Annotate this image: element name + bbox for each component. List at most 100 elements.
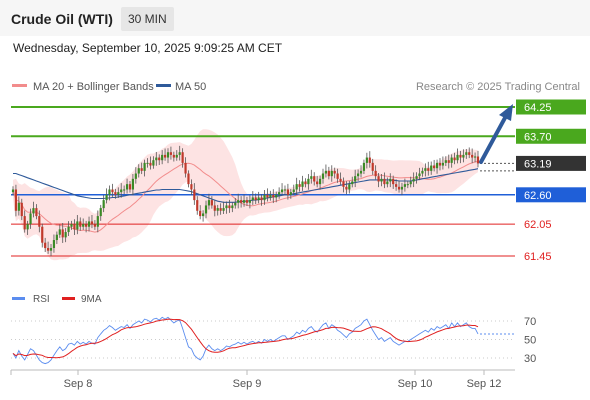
candle bbox=[166, 148, 170, 164]
candle-body bbox=[368, 157, 371, 163]
candle-body bbox=[412, 178, 415, 182]
candle-body bbox=[336, 173, 339, 179]
candle bbox=[146, 158, 149, 168]
candle bbox=[193, 183, 196, 205]
x-axis-labels: Sep 8 Sep 9 Sep 10 Sep 12 bbox=[10, 370, 502, 390]
candle-body bbox=[462, 154, 465, 158]
candle bbox=[310, 169, 313, 184]
candle-body bbox=[125, 184, 129, 190]
timeframe-button[interactable]: 30 MIN bbox=[121, 7, 174, 31]
candle-body bbox=[453, 157, 456, 161]
candle-body bbox=[427, 168, 430, 171]
candle-body bbox=[254, 197, 257, 201]
candle bbox=[313, 172, 316, 186]
candle bbox=[32, 201, 35, 218]
candle-body bbox=[32, 208, 35, 214]
candle-body bbox=[20, 202, 23, 217]
candle bbox=[111, 183, 114, 197]
ma50-line bbox=[13, 168, 479, 203]
candle-body bbox=[82, 224, 85, 227]
candle-body bbox=[29, 213, 32, 225]
candle bbox=[295, 177, 298, 196]
candle-body bbox=[260, 197, 263, 201]
candle bbox=[96, 210, 99, 233]
candle bbox=[155, 151, 158, 166]
candle-body bbox=[23, 216, 26, 230]
rsi-ma9-line bbox=[12, 318, 479, 359]
candle-body bbox=[175, 154, 178, 158]
candle bbox=[172, 151, 175, 162]
candle-body bbox=[99, 208, 102, 217]
candle bbox=[327, 166, 330, 180]
candle-body bbox=[450, 157, 453, 163]
candle-body bbox=[333, 170, 336, 174]
candle bbox=[280, 183, 284, 196]
candle-body bbox=[251, 197, 254, 201]
candle bbox=[339, 172, 342, 185]
candle bbox=[70, 220, 73, 230]
candle bbox=[29, 208, 32, 229]
candle bbox=[453, 152, 456, 165]
candle-body bbox=[310, 176, 313, 179]
candle-body bbox=[131, 178, 135, 190]
candle-body bbox=[152, 160, 155, 166]
candle bbox=[275, 191, 278, 203]
candle-body bbox=[64, 232, 67, 238]
candle-body bbox=[424, 168, 427, 171]
candle-body bbox=[140, 168, 143, 171]
candle-body bbox=[35, 208, 38, 217]
candle-body bbox=[456, 154, 459, 161]
candle bbox=[190, 179, 193, 196]
candle-body bbox=[41, 226, 44, 243]
candle-body bbox=[286, 189, 290, 195]
candle bbox=[289, 188, 292, 199]
rsi-line bbox=[12, 316, 479, 365]
candle-body bbox=[117, 192, 120, 195]
candle bbox=[260, 194, 263, 206]
candle-body bbox=[96, 216, 99, 227]
rsi-tick-30: 30 bbox=[524, 353, 536, 365]
candle bbox=[403, 178, 406, 192]
level-label-62-05: 62.05 bbox=[524, 219, 552, 231]
candle-body bbox=[73, 224, 76, 230]
candle-body bbox=[137, 168, 140, 174]
ma9-legend-swatch bbox=[62, 297, 75, 300]
candle bbox=[421, 167, 424, 177]
candle-body bbox=[67, 226, 70, 233]
candle-body bbox=[228, 205, 231, 209]
candle-body bbox=[397, 186, 401, 190]
candle bbox=[318, 175, 322, 190]
candle bbox=[178, 145, 181, 161]
candle bbox=[240, 196, 243, 208]
candle bbox=[131, 174, 135, 196]
candle bbox=[397, 180, 401, 193]
candle bbox=[204, 200, 208, 219]
candle-body bbox=[44, 242, 47, 249]
candle-body bbox=[380, 178, 383, 182]
candle bbox=[278, 187, 281, 199]
candle-body bbox=[49, 248, 53, 251]
candle-body bbox=[134, 173, 137, 179]
candle bbox=[348, 180, 351, 194]
candle-body bbox=[327, 170, 330, 177]
candle-body bbox=[38, 216, 41, 227]
candle bbox=[128, 180, 132, 193]
candle-body bbox=[266, 194, 269, 198]
candle bbox=[87, 216, 91, 232]
candle bbox=[395, 179, 398, 191]
ma20-line bbox=[12, 160, 479, 233]
candle-body bbox=[418, 173, 421, 177]
candle-body bbox=[187, 173, 190, 185]
candle-body bbox=[348, 184, 351, 190]
candle-body bbox=[395, 184, 398, 187]
candle-body bbox=[163, 154, 167, 158]
candle-body bbox=[210, 200, 213, 206]
candle-body bbox=[158, 157, 161, 161]
candle bbox=[242, 194, 246, 207]
x-label-sep-12: Sep 12 bbox=[467, 378, 502, 390]
current-price-label: 63.19 bbox=[524, 158, 552, 170]
candle-body bbox=[70, 224, 73, 227]
candle-body bbox=[278, 192, 281, 195]
candle bbox=[427, 161, 430, 176]
